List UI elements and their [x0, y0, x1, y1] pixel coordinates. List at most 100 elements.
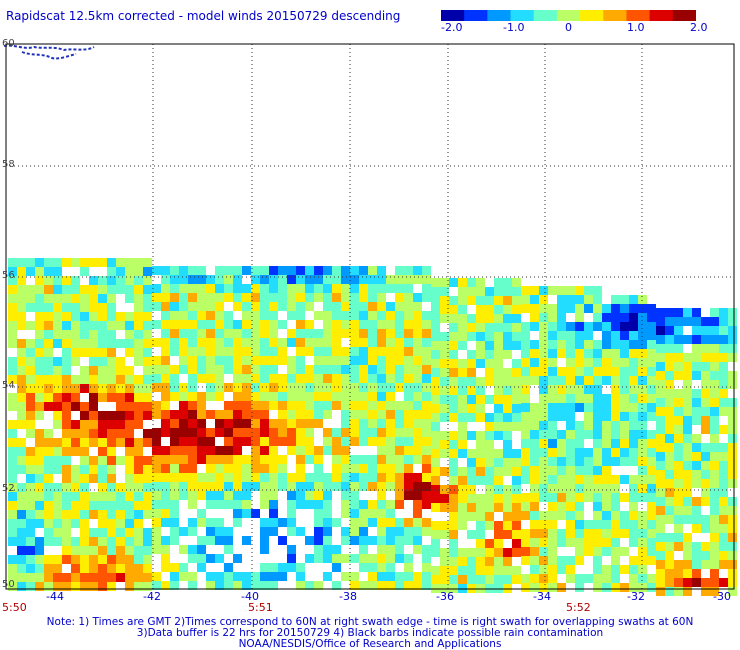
swath-cell [134, 564, 143, 573]
swath-cell [701, 542, 710, 551]
swath-cell [395, 293, 404, 302]
swath-cell [368, 302, 377, 311]
swath-cell [179, 536, 188, 545]
swath-cell [35, 402, 44, 411]
swath-cell [251, 392, 260, 401]
swath-cell [449, 539, 458, 548]
swath-cell [224, 356, 233, 365]
swath-cell [98, 582, 107, 591]
swath-cell [512, 278, 521, 287]
swath-cell [386, 536, 395, 545]
swath-cell [188, 518, 197, 527]
swath-cell [413, 518, 422, 527]
swath-cell [206, 581, 215, 590]
swath-cell [413, 509, 422, 518]
swath-cell [332, 428, 341, 437]
swath-cell [206, 536, 215, 545]
swath-cell [422, 572, 431, 581]
swath-cell [350, 347, 359, 356]
swath-cell [368, 527, 377, 536]
swath-cell [269, 509, 278, 518]
swath-cell [710, 506, 719, 515]
swath-cell [701, 587, 710, 596]
swath-cell [80, 294, 89, 303]
swath-cell [431, 341, 440, 350]
swath-cell [620, 394, 629, 403]
swath-cell [494, 350, 503, 359]
swath-cell [539, 331, 548, 340]
swath-cell [386, 581, 395, 590]
swath-cell [26, 258, 35, 267]
swath-cell [674, 344, 683, 353]
swath-cell [143, 258, 152, 267]
swath-cell [242, 581, 251, 590]
swath-cell [242, 356, 251, 365]
swath-cell [692, 470, 701, 479]
swath-cell [395, 437, 404, 446]
swath-cell [152, 356, 161, 365]
swath-cell [620, 475, 629, 484]
swath-cell [35, 447, 44, 456]
swath-cell [656, 488, 665, 497]
swath-cell [206, 284, 215, 293]
swath-cell [710, 515, 719, 524]
swath-cell [503, 305, 512, 314]
swath-cell [260, 554, 269, 563]
swath-cell [305, 383, 314, 392]
swath-cell [323, 266, 332, 275]
swath-cell [368, 428, 377, 437]
swath-cell [287, 437, 296, 446]
swath-cell [107, 402, 116, 411]
swath-cell [611, 511, 620, 520]
swath-cell [215, 347, 224, 356]
swath-cell [539, 448, 548, 457]
swath-cell [710, 569, 719, 578]
swath-cell [107, 357, 116, 366]
swath-cell [260, 293, 269, 302]
swath-cell [458, 314, 467, 323]
swath-cell [647, 565, 656, 574]
swath-cell [692, 569, 701, 578]
swath-cell [341, 509, 350, 518]
swath-cell [638, 367, 647, 376]
swath-cell [611, 538, 620, 547]
swath-cell [188, 302, 197, 311]
swath-cell [674, 578, 683, 587]
swath-cell [80, 366, 89, 375]
swath-cell [98, 375, 107, 384]
swath-cell [107, 429, 116, 438]
swath-cell [161, 356, 170, 365]
swath-cell [467, 278, 476, 287]
swath-cell [314, 419, 323, 428]
swath-cell [458, 458, 467, 467]
swath-cell [350, 284, 359, 293]
swath-cell [278, 527, 287, 536]
swath-cell [710, 407, 719, 416]
swath-cell [728, 542, 737, 551]
swath-cell [710, 371, 719, 380]
swath-cell [449, 494, 458, 503]
swath-cell [350, 563, 359, 572]
swath-cell [602, 322, 611, 331]
swath-cell [26, 375, 35, 384]
swath-cell [98, 357, 107, 366]
swath-cell [26, 465, 35, 474]
swath-cell [17, 312, 26, 321]
swath-cell [305, 347, 314, 356]
swath-cell [161, 419, 170, 428]
swath-cell [260, 392, 269, 401]
swath-cell [188, 455, 197, 464]
swath-cell [80, 321, 89, 330]
swath-cell [107, 312, 116, 321]
swath-cell [503, 341, 512, 350]
swath-cell [521, 376, 530, 385]
swath-cell [593, 466, 602, 475]
swath-cell [386, 338, 395, 347]
swath-cell [719, 407, 728, 416]
swath-cell [332, 545, 341, 554]
swath-cell [647, 583, 656, 592]
swath-cell [539, 502, 548, 511]
swath-cell [422, 365, 431, 374]
swath-cell [719, 461, 728, 470]
swath-cell [314, 329, 323, 338]
